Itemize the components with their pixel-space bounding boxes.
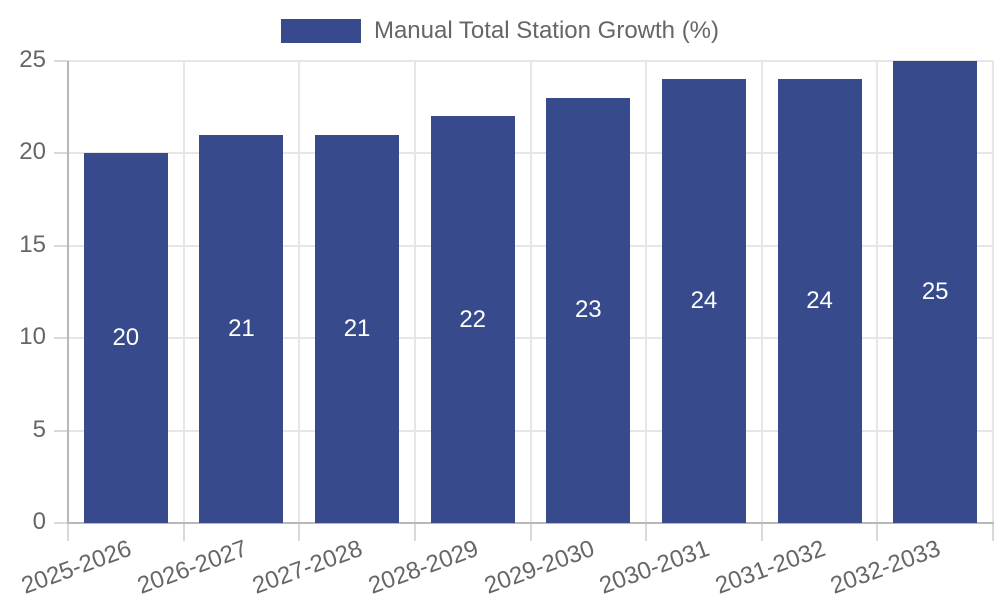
x-tick-mark [67,523,69,541]
x-axis-tick-label: 2029-2030 [480,535,598,600]
bar-value-label: 21 [228,314,255,342]
y-axis-tick-label: 25 [19,45,46,73]
legend-swatch-icon [280,19,361,43]
y-tick-mark [54,337,68,340]
bar-value-label: 25 [921,278,949,305]
x-axis-tick-label: 2027-2028 [249,535,367,600]
x-axis-tick-label: 2032-2033 [827,535,945,600]
x-gridline [413,61,416,523]
bar-value-label: 22 [459,305,487,333]
x-tick-mark [645,523,648,541]
x-tick-mark [413,523,416,541]
x-tick-mark [760,523,763,541]
bar-value-label: 21 [343,314,371,342]
y-tick-mark [54,522,68,524]
bar-value-label: 20 [112,324,140,352]
x-gridline [298,61,301,523]
x-axis-tick-label: 2031-2032 [711,535,829,600]
y-axis-tick-label: 5 [32,415,46,443]
x-axis-tick-label: 2028-2029 [364,535,482,600]
bar[interactable] [893,61,978,523]
x-tick-mark [182,523,185,541]
x-gridline [645,61,648,523]
x-gridline [876,61,879,523]
x-axis-tick-label: 2030-2031 [596,535,714,600]
bar[interactable] [83,153,168,523]
x-tick-mark [876,523,879,541]
x-gridline [182,61,185,523]
bar[interactable] [546,97,631,523]
bar[interactable] [315,134,400,523]
bar[interactable] [430,116,515,523]
y-axis-tick-label: 10 [19,323,46,351]
y-tick-mark [54,60,68,62]
legend-label: Manual Total Station Growth (%) [373,17,720,44]
x-tick-mark [529,523,532,541]
y-axis-tick-label: 15 [19,230,46,258]
bar-value-label: 24 [806,287,833,315]
bar-value-label: 24 [690,287,718,315]
bar[interactable] [661,79,746,523]
chart-legend: Manual Total Station Growth (%) [0,17,1000,45]
x-axis-tick-label: 2026-2027 [133,535,251,600]
y-axis-tick-label: 0 [32,507,46,535]
y-axis-tick-label: 20 [19,138,46,166]
x-axis-tick-label: 2025-2026 [17,535,136,600]
x-gridline [760,61,763,523]
x-tick-mark [992,523,994,541]
x-gridline [529,61,532,523]
y-tick-mark [54,429,68,432]
x-gridline [992,61,994,523]
x-tick-mark [298,523,301,541]
y-tick-mark [54,152,68,155]
bar[interactable] [199,134,284,523]
y-tick-mark [54,244,68,247]
x-axis-line [67,522,994,524]
legend-item[interactable]: Manual Total Station Growth (%) [280,17,720,45]
y-axis-line [67,61,69,523]
bar[interactable] [777,79,862,523]
bar-value-label: 23 [574,296,602,324]
